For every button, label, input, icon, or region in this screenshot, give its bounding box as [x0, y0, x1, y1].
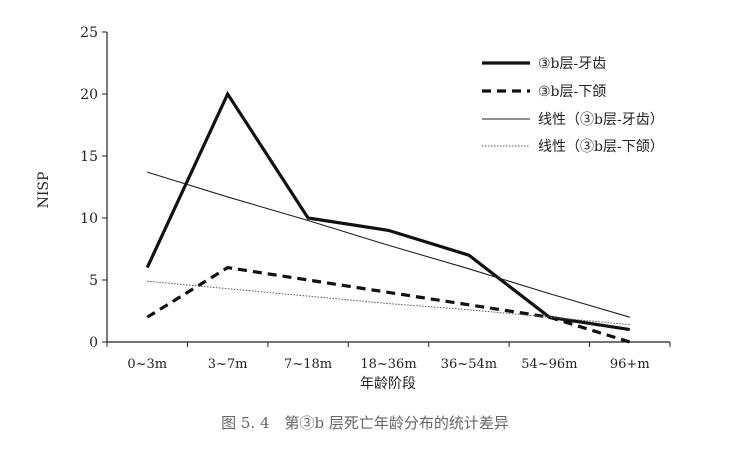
series-layer [145, 90, 631, 344]
chart: 0 5 10 15 20 25 0~3m 3~7m 7~18m 18~36m 36~54m 54~9… [36, 25, 671, 392]
x-axis-label: 年龄阶段 [360, 376, 416, 392]
series-line-3 [147, 280, 630, 326]
y-tick-label: 0 [89, 335, 98, 351]
series-line-2 [147, 171, 630, 318]
x-tick-label: 54~96m [521, 357, 577, 372]
series-line-1 [146, 265, 631, 344]
y-tick-label: 25 [80, 25, 98, 41]
y-tick-label: 15 [80, 149, 98, 165]
y-axis: 0 5 10 15 20 25 [80, 25, 108, 351]
x-axis: 0~3m 3~7m 7~18m 18~36m 36~54m 54~96m 96+m [106, 341, 671, 372]
x-tick-label: 0~3m [127, 357, 167, 372]
figure-caption: 图 5. 4 第③b 层死亡年龄分布的统计差异 [221, 414, 509, 432]
x-tick-label: 7~18m [284, 357, 332, 372]
y-tick-label: 20 [80, 87, 98, 103]
legend-label: 线性（③b层-牙齿） [538, 112, 664, 128]
y-tick-label: 10 [80, 211, 98, 227]
x-tick-label: 96+m [610, 357, 650, 372]
legend-label: ③b层-牙齿 [538, 56, 606, 72]
legend-label: 线性（③b层-下颌） [538, 139, 664, 155]
x-tick-label: 18~36m [360, 357, 416, 372]
y-tick-label: 5 [89, 273, 98, 289]
legend-label: ③b层-下颌 [538, 84, 606, 100]
series-line-0 [145, 90, 631, 332]
y-axis-label: NISP [36, 172, 52, 209]
x-tick-label: 36~54m [441, 357, 497, 372]
x-tick-label: 3~7m [208, 357, 248, 372]
